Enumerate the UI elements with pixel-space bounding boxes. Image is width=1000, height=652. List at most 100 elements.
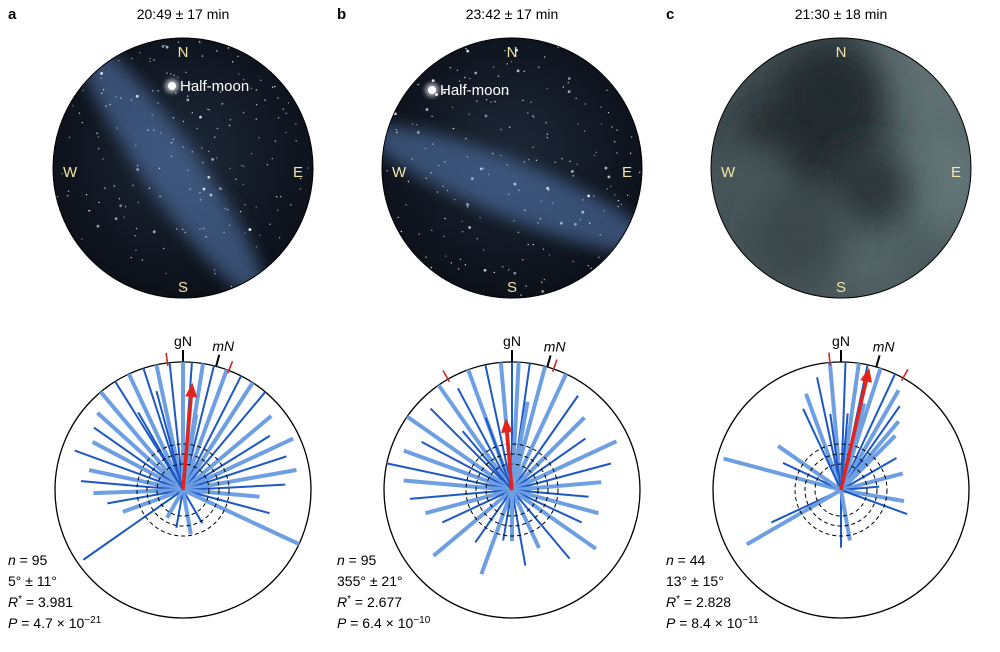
star xyxy=(198,40,201,43)
star xyxy=(425,108,429,111)
star xyxy=(492,66,495,68)
star xyxy=(229,167,231,170)
track xyxy=(840,488,905,504)
moon-label: Half-moon xyxy=(180,78,249,95)
star xyxy=(162,247,165,250)
star xyxy=(543,56,546,58)
star xyxy=(170,142,173,144)
star xyxy=(119,204,123,208)
star xyxy=(101,92,103,94)
milky-way xyxy=(77,38,267,298)
declination-tick xyxy=(442,370,451,383)
star xyxy=(476,100,478,102)
star xyxy=(593,195,595,197)
star xyxy=(538,66,540,69)
star xyxy=(583,130,586,132)
star xyxy=(461,220,463,223)
gn-label: gN xyxy=(832,333,850,349)
star xyxy=(153,59,155,61)
star xyxy=(130,256,132,259)
star xyxy=(109,103,111,106)
star xyxy=(191,151,193,153)
star xyxy=(523,70,525,72)
track xyxy=(175,489,184,528)
star xyxy=(274,140,277,142)
star xyxy=(587,264,589,267)
mean-arrowhead xyxy=(500,418,513,434)
star xyxy=(523,161,526,163)
track xyxy=(182,489,270,515)
cloud xyxy=(831,148,911,228)
stat-var: P xyxy=(666,615,676,631)
stat-var: P xyxy=(337,615,347,631)
star xyxy=(465,137,467,140)
star xyxy=(482,249,485,251)
star xyxy=(158,167,161,169)
star xyxy=(584,103,586,105)
star xyxy=(459,80,461,82)
track xyxy=(181,369,229,491)
track xyxy=(511,462,612,491)
stat-line: P = 6.4 × 10−10 xyxy=(337,615,431,632)
star xyxy=(206,108,209,110)
track xyxy=(429,407,513,491)
star xyxy=(68,136,71,139)
star xyxy=(137,201,140,204)
star xyxy=(524,209,526,211)
track xyxy=(436,384,514,492)
star xyxy=(476,238,478,240)
star xyxy=(582,199,584,201)
star xyxy=(540,200,543,203)
star xyxy=(67,190,70,193)
star xyxy=(449,66,452,69)
star xyxy=(513,271,517,275)
star xyxy=(118,59,120,62)
track xyxy=(840,489,908,516)
star xyxy=(425,177,427,179)
track xyxy=(182,455,287,491)
star xyxy=(506,63,508,65)
star xyxy=(242,111,245,114)
star xyxy=(397,216,400,219)
star xyxy=(56,196,58,198)
star xyxy=(418,233,420,235)
star xyxy=(182,287,185,290)
star xyxy=(446,189,449,192)
star xyxy=(278,237,281,239)
mean-arrowhead xyxy=(860,367,872,383)
star xyxy=(196,127,198,130)
compass-w: W xyxy=(721,164,736,181)
star xyxy=(244,232,246,234)
compass-s: S xyxy=(507,279,517,296)
stat-var: R xyxy=(8,594,18,610)
star xyxy=(502,266,504,268)
star xyxy=(165,272,167,275)
star xyxy=(255,89,258,91)
star xyxy=(453,198,456,201)
star xyxy=(603,209,605,212)
star xyxy=(190,83,192,85)
star xyxy=(285,112,287,114)
star xyxy=(85,193,88,196)
star xyxy=(581,210,585,214)
stat-value: = 44 xyxy=(674,552,706,568)
star xyxy=(227,47,230,49)
stat-line: R* = 3.981 xyxy=(8,594,73,611)
track xyxy=(839,389,901,491)
star xyxy=(407,180,410,183)
mn-label: mN xyxy=(544,338,567,354)
star xyxy=(97,147,100,150)
star xyxy=(149,60,151,63)
star xyxy=(229,119,232,121)
star xyxy=(386,170,388,172)
track xyxy=(182,391,267,491)
mn-tick xyxy=(875,355,881,368)
star xyxy=(202,187,206,191)
track xyxy=(155,390,184,491)
star xyxy=(431,79,435,82)
stat-line: R* = 2.677 xyxy=(337,594,402,611)
star xyxy=(166,46,168,48)
star xyxy=(527,112,529,114)
star xyxy=(202,162,204,164)
star xyxy=(184,231,186,234)
